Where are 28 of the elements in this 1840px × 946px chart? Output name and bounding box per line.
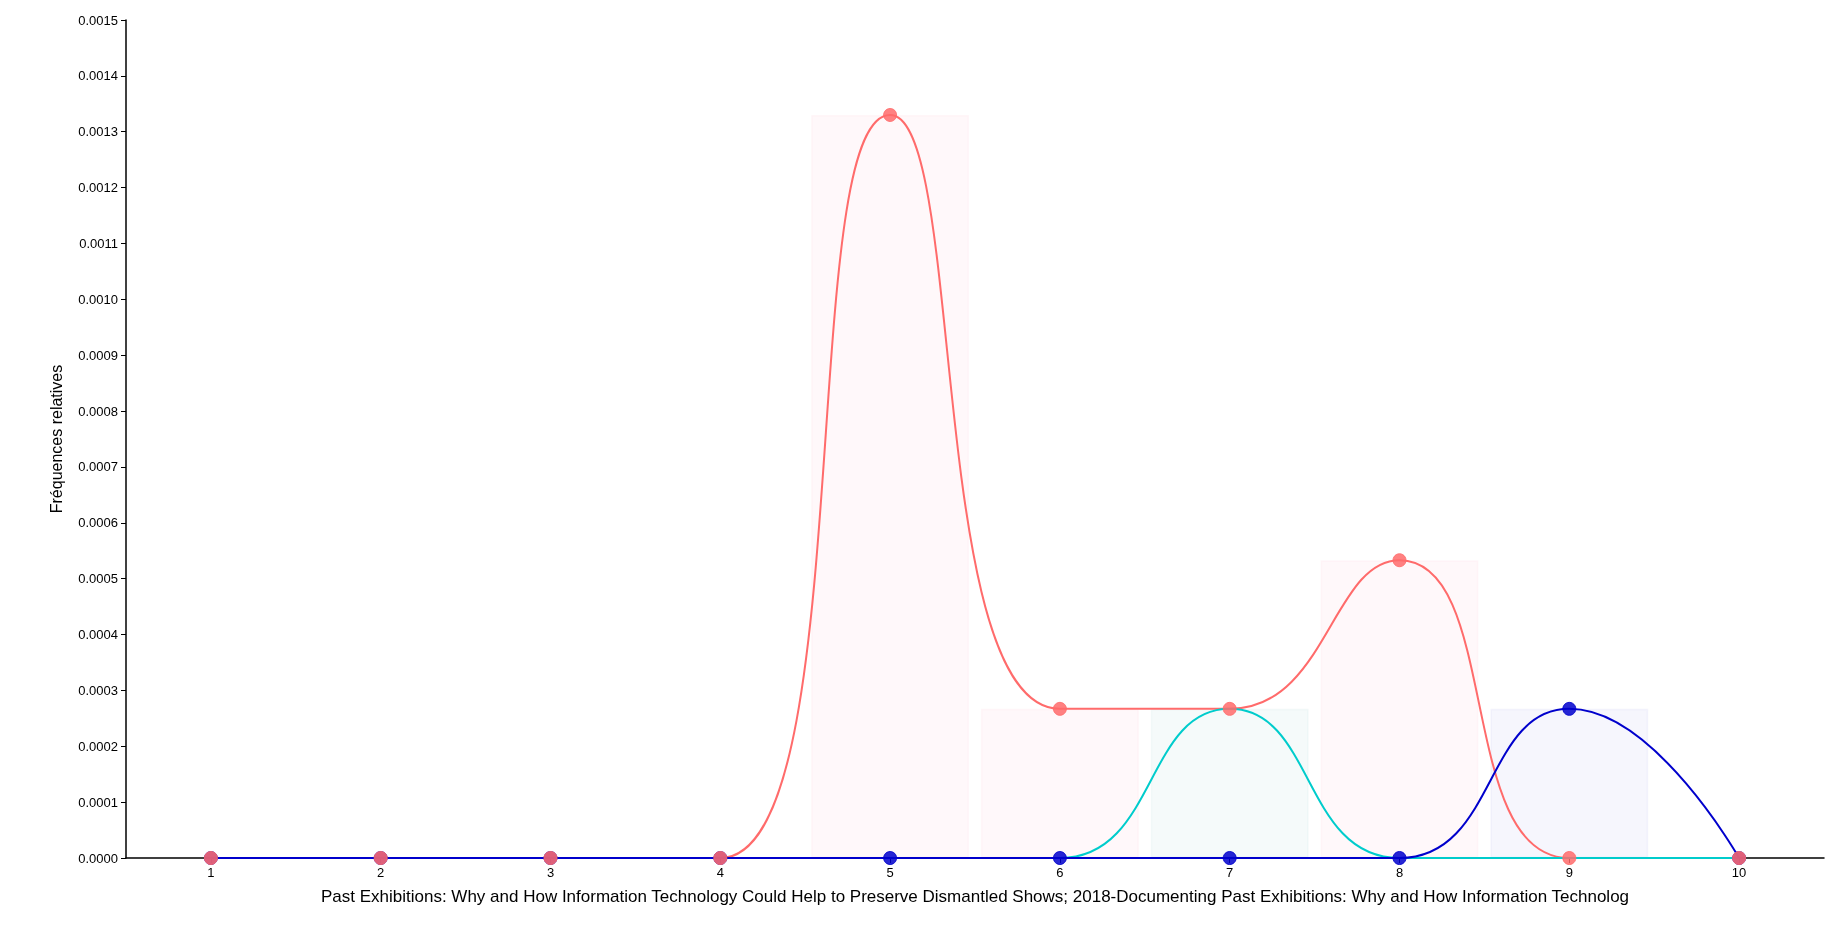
y-tick-label: 0.0005	[78, 571, 118, 587]
x-tick-label: 2	[377, 865, 385, 880]
x-tick-label: 9	[1565, 865, 1573, 880]
x-tick-label: 7	[1226, 865, 1234, 880]
x-tick-label: 8	[1395, 865, 1404, 880]
x-tick-label: 3	[546, 865, 555, 880]
x-tick-label: 5	[886, 865, 894, 880]
y-tick-label: 0.0004	[78, 627, 118, 643]
y-tick-label: 0.0011	[79, 235, 118, 251]
y-tick-label: 0.0008	[78, 403, 118, 419]
y-tick-label: 0.0009	[78, 347, 118, 363]
y-tick-label: 0.0010	[78, 291, 118, 307]
y-tick-label: 0.0006	[78, 515, 118, 531]
y-tick-label: 0.0003	[78, 682, 118, 698]
y-tick-label: 0.0007	[78, 459, 118, 475]
x-tick-label: 6	[1056, 865, 1064, 880]
x-tick-label: 10	[1731, 865, 1747, 880]
y-tick-label: 0.0013	[78, 124, 118, 140]
y-tick-label: 0.0012	[78, 180, 118, 196]
y-tick-label: 0.0001	[78, 794, 118, 810]
y-tick-label: 0.0015	[78, 12, 118, 28]
y-tick-label: 0.0002	[78, 738, 118, 754]
y-tick-label: 0.0000	[78, 850, 118, 866]
y-axis-title: Fréquences relatives	[47, 364, 65, 514]
x-tick-label: 1	[207, 865, 215, 880]
x-axis-title: Past Exhibitions: Why and How Information Technology Could Help to Preserve Dismantled Shows; 2018-Documenting Past Exhibitions: Why and How Information Technolog	[320, 887, 1630, 906]
y-tick-label: 0.0014	[78, 68, 118, 84]
x-tick-label: 4	[716, 865, 724, 880]
